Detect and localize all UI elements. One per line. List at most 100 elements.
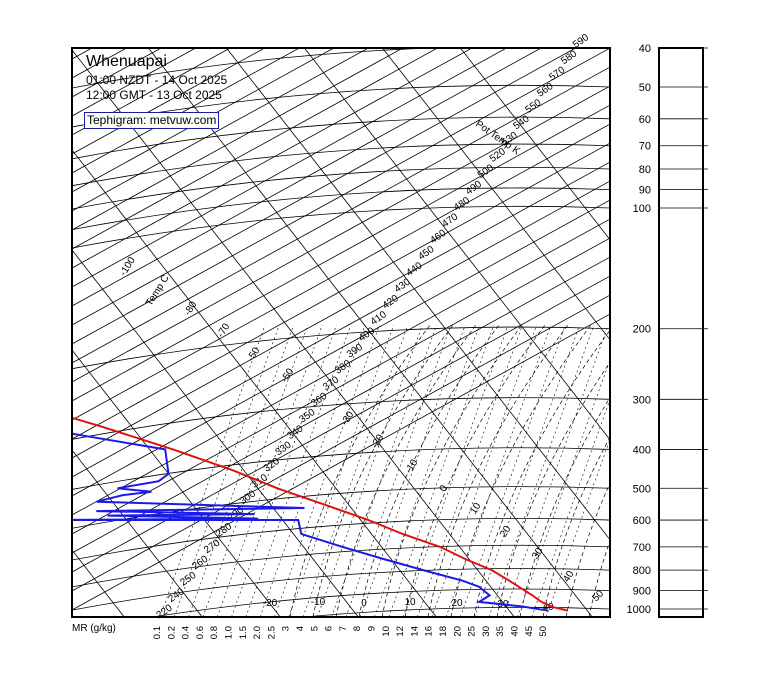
saturated-adiabat-line [542, 436, 610, 617]
isotherm-inner-tick-label: -10 [403, 457, 420, 475]
mixing-ratio-line [317, 324, 423, 617]
mixing-ratio-tick-label: 6 [324, 626, 335, 631]
mixing-ratio-line [331, 324, 437, 617]
pressure-tick-label: 500 [633, 483, 651, 495]
isotherm-inner-tick-label: 30 [530, 546, 545, 562]
isobar-line [72, 447, 610, 490]
credit-link[interactable]: Tephigram: metvuw.com [84, 112, 220, 129]
pressure-tick-label: 1000 [627, 604, 651, 616]
mixing-ratio-tick-label: 2.5 [266, 626, 277, 639]
mixing-ratio-tick-label: 0.4 [181, 626, 192, 639]
mixing-ratio-tick-label: 5 [309, 626, 320, 631]
mixing-ratio-tick-label: 4 [295, 626, 306, 631]
mixing-ratio-line [245, 324, 352, 617]
mixing-ratio-line [174, 324, 280, 617]
mixing-ratio-line [402, 324, 509, 617]
pressure-tick-label: 60 [639, 114, 651, 126]
isobar-line [72, 48, 610, 89]
dry-adiabat-line [72, 48, 542, 307]
isobar-line [72, 544, 610, 588]
mixing-ratio-tick-label: 0.1 [152, 626, 163, 639]
saturated-adiabat-line [473, 329, 610, 617]
isotherm-bottom-tick-label: -10 [311, 597, 326, 608]
dry-adiabat-line [72, 0, 610, 21]
isobar-line [72, 143, 610, 187]
isobar-line [72, 517, 610, 561]
dry-adiabat-line [72, 199, 610, 497]
isotherm-line [460, 48, 610, 241]
pressure-tick-label: 600 [633, 515, 651, 527]
mixing-ratio-tick-label: 16 [424, 626, 435, 637]
pressure-tick-label: 100 [633, 203, 651, 215]
pressure-tick-label: 70 [639, 141, 651, 153]
saturated-adiabat-line [312, 324, 454, 617]
plot-frame [71, 47, 611, 618]
mixing-ratio-line [531, 398, 610, 617]
dry-adiabat-line [72, 48, 93, 60]
dry-adiabat-line [72, 85, 610, 383]
mixing-ratio-tick-label: 1.0 [224, 626, 235, 639]
mixing-ratio-line [202, 324, 309, 617]
dry-adiabat-line [72, 48, 508, 288]
dry-adiabat-line [72, 275, 610, 573]
mixing-ratio-line [345, 324, 452, 617]
isotherm-bottom-tick-label: 20 [451, 598, 463, 609]
dry-adiabat-line [72, 48, 335, 193]
mixing-ratio-tick-label: 0.8 [209, 626, 220, 639]
temperature-trace [72, 416, 569, 612]
mixing-ratio-tick-label: 10 [381, 626, 392, 637]
isotherm-bottom-tick-label: 10 [404, 597, 416, 608]
side-panel [658, 47, 704, 618]
dry-adiabat-line [72, 66, 610, 364]
station-name: Whenuapai [86, 53, 167, 70]
mixing-ratio-tick-label: 8 [352, 626, 363, 631]
saturated-adiabat-line [289, 324, 431, 617]
saturated-adiabat-line [335, 324, 477, 617]
pressure-tick-label: 200 [633, 324, 651, 336]
mixing-ratio-tick-label: 40 [510, 626, 521, 637]
isotherm-tick-label: -100 [118, 255, 138, 278]
mixing-ratio-tick-label: 0.6 [195, 626, 206, 639]
dry-adiabat-line [72, 48, 266, 155]
isobar-line [72, 326, 610, 370]
pressure-tick-label: 800 [633, 565, 651, 577]
pressure-tick-label: 300 [633, 394, 651, 406]
mixing-ratio-tick-label: 18 [438, 626, 449, 637]
dry-adiabat-line [72, 48, 197, 117]
isotherm-line [72, 349, 281, 617]
pressure-tick-label: 700 [633, 542, 651, 554]
mixing-ratio-line [159, 324, 266, 617]
pressure-tick-label: 90 [639, 185, 651, 197]
isotherm-line [72, 449, 203, 617]
mixing-ratio-tick-label: 14 [409, 626, 420, 637]
mixing-ratio-line [231, 324, 337, 617]
mixing-ratio-line [374, 324, 480, 617]
mixing-ratio-tick-label: 12 [395, 626, 406, 637]
mixing-ratio-line [474, 324, 580, 617]
isotherm-tick-label: -80 [182, 299, 199, 317]
dry-adiabat-line [72, 48, 577, 326]
dry-adiabat-line [72, 48, 610, 345]
mixing-ratio-tick-label: 9 [367, 626, 378, 631]
mixing-ratio-line [502, 324, 609, 617]
isobar-line [72, 116, 610, 160]
dry-adiabat-line [72, 142, 610, 440]
mixing-ratio-line [488, 324, 595, 617]
mixing-ratio-line [445, 324, 552, 617]
isotherm-bottom-tick-label: -20 [263, 598, 278, 609]
saturated-adiabat-line [427, 324, 569, 617]
dry-adiabat-line [72, 161, 610, 459]
isobar-line [72, 397, 610, 440]
mixing-ratio-line [259, 324, 366, 617]
utc-time: 12:00 GMT - 13 Oct 2025 [86, 88, 222, 102]
pressure-tick-label: 80 [639, 164, 651, 176]
saturated-adiabat-line [496, 361, 610, 617]
mixing-ratio-line [288, 324, 394, 617]
dry-adiabat-line [72, 104, 610, 402]
dry-adiabat-line [72, 313, 610, 611]
dry-adiabat-line [72, 48, 232, 136]
mixing-ratio-line [302, 324, 409, 617]
dry-adiabat-line [72, 294, 610, 592]
isobar-line [72, 187, 610, 230]
pressure-tick-label: 50 [639, 82, 651, 94]
